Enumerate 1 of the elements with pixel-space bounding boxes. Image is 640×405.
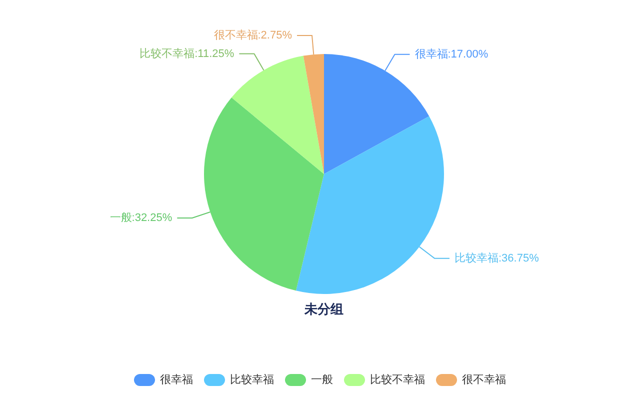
title: 未分组	[304, 302, 344, 316]
